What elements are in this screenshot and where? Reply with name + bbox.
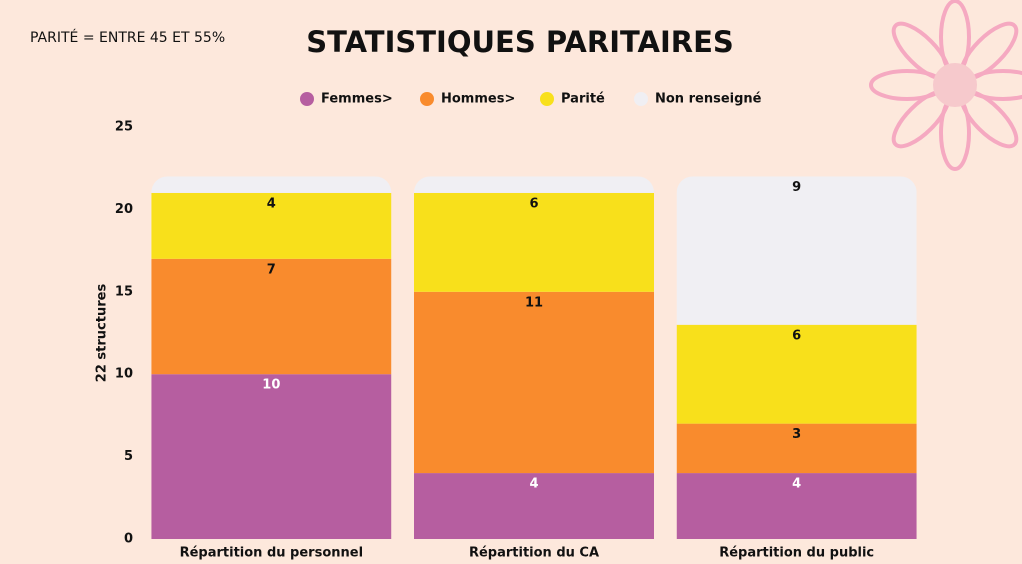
bar-segment xyxy=(151,192,392,259)
bar-stack xyxy=(414,176,654,539)
data-label: 3 xyxy=(792,427,801,442)
y-axis-label: 22 structures xyxy=(95,284,110,383)
y-tick-label: 15 xyxy=(115,284,133,299)
bar-stack xyxy=(151,176,392,539)
legend-label: Non renseigné xyxy=(655,92,762,107)
y-tick-label: 5 xyxy=(124,449,133,464)
legend-marker xyxy=(300,92,314,106)
chart-title: STATISTIQUES PARITAIRES xyxy=(306,25,734,59)
bar-segment xyxy=(414,473,654,539)
bar-segment xyxy=(414,176,654,193)
legend-label: Parité xyxy=(561,92,605,107)
x-tick-label: Répartition du personnel xyxy=(180,546,363,561)
data-label: 4 xyxy=(792,477,801,492)
bar-segment xyxy=(676,473,917,539)
y-tick-label: 20 xyxy=(115,202,133,217)
data-label: 7 xyxy=(267,262,276,277)
bar-segment xyxy=(151,374,392,539)
data-label: 11 xyxy=(525,295,543,310)
bar-segment xyxy=(151,176,392,193)
x-tick-label: Répartition du CA xyxy=(469,546,599,561)
legend-marker xyxy=(420,92,434,106)
bar-segment xyxy=(151,258,392,375)
data-label: 6 xyxy=(792,328,801,343)
data-label: 9 xyxy=(792,180,801,195)
legend-marker xyxy=(634,92,648,106)
flower-decoration xyxy=(869,0,1022,171)
note: PARITÉ = ENTRE 45 ET 55% xyxy=(30,29,225,46)
bar-stack xyxy=(676,176,917,539)
data-label: 6 xyxy=(529,196,538,211)
legend-marker xyxy=(540,92,554,106)
x-tick-label: Répartition du public xyxy=(719,546,874,561)
bar-segment xyxy=(676,423,917,474)
bar-segment xyxy=(414,192,654,292)
y-tick-label: 10 xyxy=(115,367,133,382)
data-label: 4 xyxy=(529,477,538,492)
data-label: 4 xyxy=(267,196,276,211)
y-tick-label: 0 xyxy=(124,532,133,547)
bar-segment xyxy=(676,324,917,424)
y-tick-label: 25 xyxy=(115,120,133,135)
data-label: 10 xyxy=(262,378,280,393)
legend-label: Hommes> xyxy=(441,92,515,107)
bar-segment xyxy=(414,291,654,474)
legend-label: Femmes> xyxy=(321,92,393,107)
bar-segment xyxy=(676,176,917,325)
